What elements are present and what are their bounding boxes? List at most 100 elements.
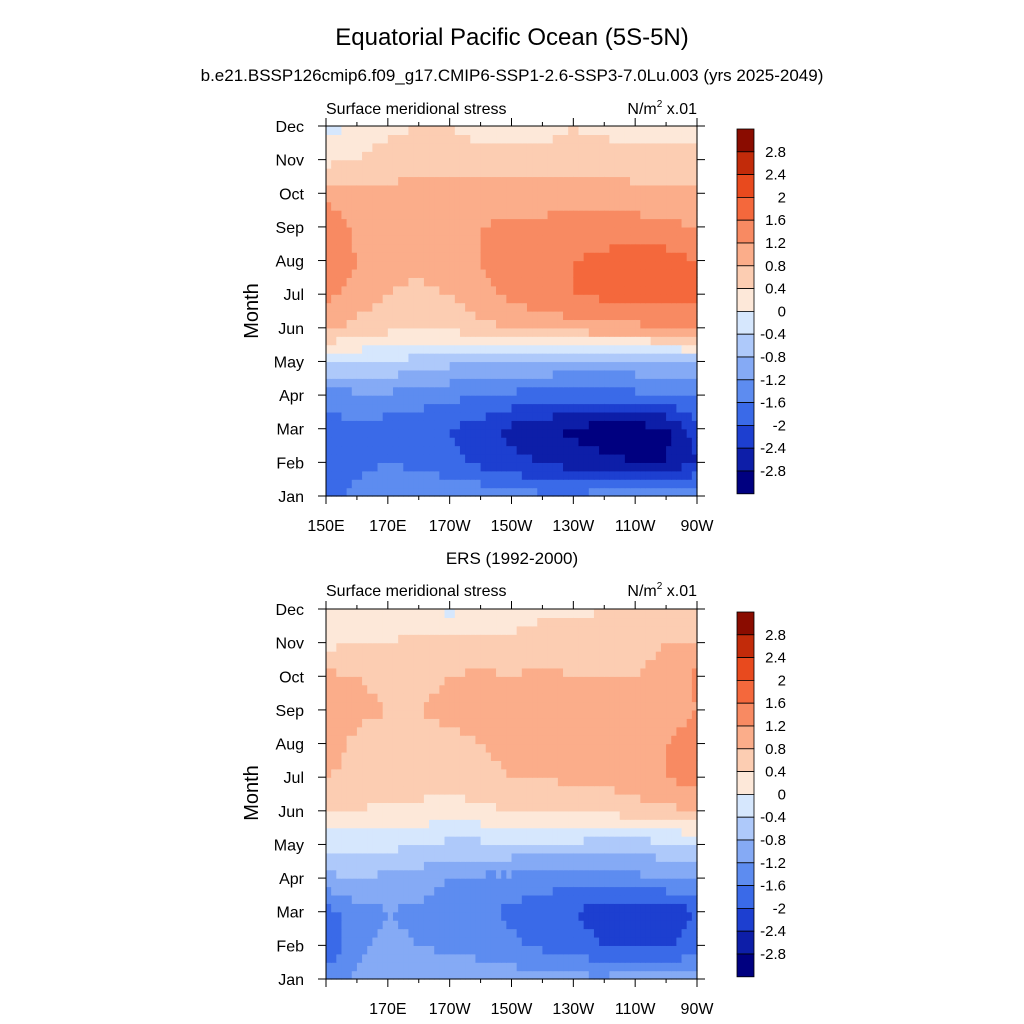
contour-cell	[563, 894, 569, 904]
contour-cell	[599, 159, 605, 169]
contour-cell	[640, 142, 647, 152]
contour-cell	[501, 462, 507, 472]
contour-cell	[568, 785, 574, 795]
contour-cell	[341, 285, 348, 295]
contour-cell	[599, 403, 605, 413]
contour-cell	[398, 836, 404, 846]
contour-cell	[578, 920, 585, 930]
contour-cell	[336, 319, 343, 329]
contour-cell	[413, 344, 420, 354]
contour-cell	[501, 336, 507, 346]
contour-cell	[671, 428, 677, 438]
contour-cell	[573, 361, 580, 371]
contour-cell	[439, 319, 446, 329]
contour-cell	[619, 218, 626, 228]
contour-cell	[490, 878, 497, 888]
contour-cell	[521, 810, 528, 820]
contour-cell	[506, 920, 513, 930]
contour-cell	[511, 361, 518, 371]
contour-cell	[423, 785, 430, 795]
contour-cell	[439, 193, 446, 203]
contour-cell	[526, 945, 533, 955]
contour-cell	[490, 134, 497, 144]
contour-cell	[532, 142, 538, 152]
contour-cell	[356, 159, 363, 169]
contour-cell	[403, 810, 410, 820]
contour-cell	[465, 462, 471, 472]
contour-cell	[351, 945, 358, 955]
contour-cell	[392, 470, 399, 480]
contour-cell	[578, 378, 585, 388]
contour-cell	[372, 819, 379, 829]
contour-cell	[377, 403, 384, 413]
contour-cell	[640, 903, 647, 913]
contour-cell	[573, 445, 580, 455]
contour-cell	[418, 903, 425, 913]
contour-cell	[331, 151, 337, 161]
contour-cell	[547, 487, 554, 497]
contour-cell	[485, 294, 492, 304]
contour-cell	[403, 176, 410, 186]
contour-cell	[408, 126, 415, 136]
contour-cell	[475, 260, 482, 270]
contour-cell	[346, 894, 353, 904]
contour-cell	[686, 142, 693, 152]
contour-cell	[511, 462, 518, 472]
contour-cell	[367, 437, 373, 447]
contour-cell	[552, 970, 559, 980]
contour-cell	[552, 353, 559, 363]
contour-cell	[516, 378, 523, 388]
contour-cell	[367, 878, 373, 888]
contour-cell	[346, 936, 353, 946]
contour-cell	[671, 844, 677, 854]
contour-cell	[382, 294, 389, 304]
contour-cell	[470, 836, 477, 846]
contour-cell	[568, 285, 574, 295]
contour-cell	[413, 453, 420, 463]
contour-cell	[588, 302, 595, 312]
contour-cell	[526, 260, 533, 270]
contour-cell	[351, 344, 358, 354]
contour-cell	[331, 827, 337, 837]
contour-cell	[331, 378, 337, 388]
contour-cell	[532, 353, 538, 363]
contour-cell	[686, 453, 693, 463]
contour-cell	[660, 319, 667, 329]
contour-cell	[691, 252, 698, 262]
contour-cell	[573, 428, 580, 438]
contour-cell	[413, 302, 420, 312]
contour-cell	[465, 453, 471, 463]
contour-cell	[593, 386, 600, 396]
contour-cell	[331, 386, 337, 396]
contour-cell	[398, 311, 404, 321]
contour-cell	[346, 142, 353, 152]
contour-cell	[496, 953, 502, 963]
contour-cell	[604, 437, 610, 447]
contour-cell	[398, 134, 404, 144]
contour-cell	[660, 420, 667, 430]
colorbar-label: 1.6	[765, 212, 786, 229]
contour-cell	[439, 777, 446, 787]
contour-cell	[382, 336, 389, 346]
contour-cell	[490, 201, 497, 211]
contour-cell	[573, 403, 580, 413]
contour-cell	[588, 353, 595, 363]
contour-cell	[382, 810, 389, 820]
contour-cell	[542, 886, 549, 896]
contour-cell	[413, 151, 420, 161]
contour-cell	[372, 411, 379, 421]
contour-cell	[593, 327, 600, 337]
contour-cell	[387, 327, 394, 337]
contour-cell	[434, 218, 440, 228]
contour-cell	[547, 777, 554, 787]
contour-cell	[434, 802, 440, 812]
contour-cell	[362, 802, 368, 812]
contour-cell	[578, 844, 585, 854]
contour-cell	[516, 794, 523, 804]
contour-cell	[526, 920, 533, 930]
contour-cell	[630, 861, 636, 871]
contour-cell	[331, 836, 337, 846]
contour-cell	[671, 386, 677, 396]
contour-cell	[434, 479, 440, 489]
contour-cell	[454, 168, 461, 178]
